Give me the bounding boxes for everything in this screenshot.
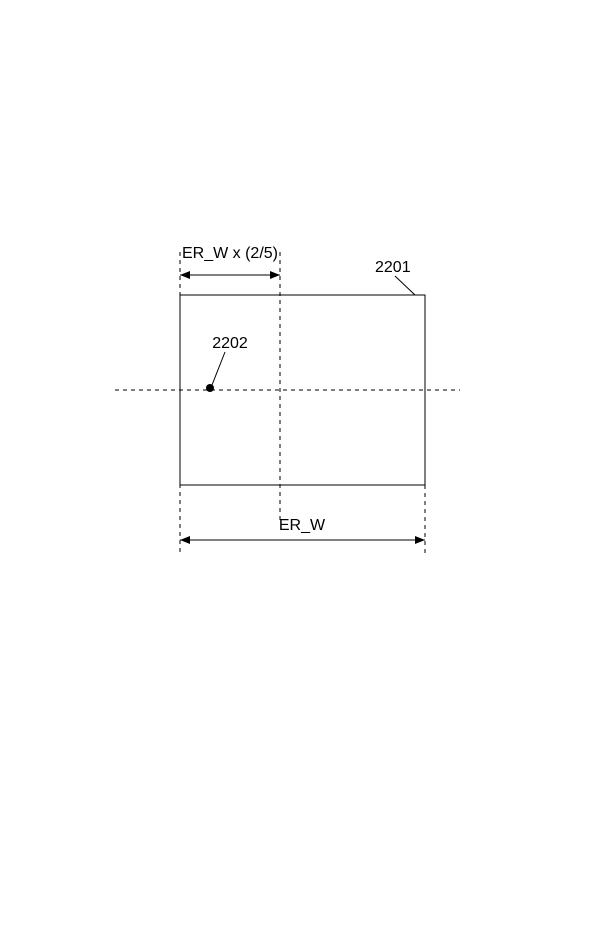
arrowhead-icon: [415, 536, 425, 544]
leader-line: [212, 352, 225, 385]
ref-2201-label: 2201: [375, 259, 411, 276]
ref-2201: 2201: [375, 259, 415, 295]
reference-point-dot: [206, 384, 214, 392]
arrowhead-icon: [180, 536, 190, 544]
leader-line: [395, 276, 415, 295]
arrowhead-icon: [180, 271, 190, 279]
ref-2202-label: 2202: [212, 335, 248, 352]
arrowhead-icon: [270, 271, 280, 279]
diagram-canvas: ER_W x (2/5) ER_W 2201 2202: [0, 0, 591, 929]
ref-2202: 2202: [212, 335, 248, 385]
dim-bottom-label: ER_W: [279, 517, 326, 534]
dim-top-label: ER_W x (2/5): [182, 245, 278, 262]
dimension-bottom: ER_W: [180, 517, 425, 544]
dimension-top: ER_W x (2/5): [180, 245, 280, 279]
